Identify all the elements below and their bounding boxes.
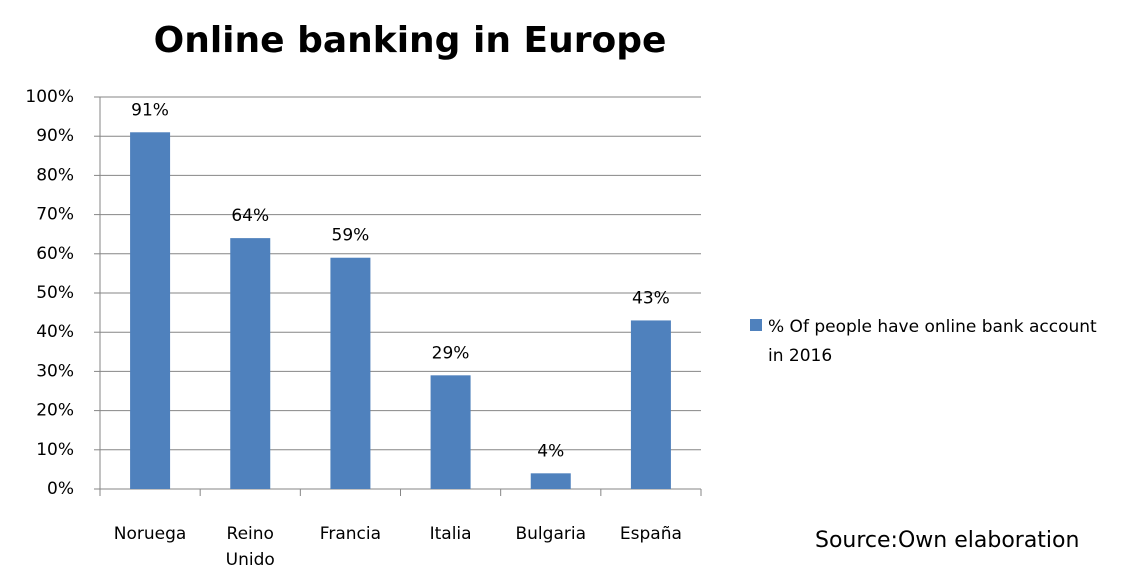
x-tick-label: Reino Unido <box>225 524 275 570</box>
data-label: 43% <box>632 288 670 308</box>
legend-swatch <box>750 319 762 331</box>
legend-label: % Of people have online bank account in … <box>768 317 1097 366</box>
y-tick-label: 40% <box>36 322 74 342</box>
y-tick-label: 70% <box>36 205 74 225</box>
bar <box>130 132 171 489</box>
x-tick-label: Italia <box>429 524 472 544</box>
x-tick-label: Noruega <box>113 524 187 544</box>
x-tick-label: Bulgaria <box>515 524 587 544</box>
y-tick-label: 30% <box>36 361 74 381</box>
y-tick-label: 100% <box>25 87 74 107</box>
data-label: 59% <box>332 226 370 246</box>
data-label: 91% <box>131 100 169 120</box>
bar <box>530 473 571 489</box>
chart-title: Online banking in Europe <box>154 20 667 61</box>
bar <box>430 375 471 489</box>
y-tick-label: 10% <box>36 440 74 460</box>
bar <box>330 257 371 489</box>
data-label: 29% <box>432 343 470 363</box>
x-tick-label: Francia <box>319 524 382 544</box>
data-label: 4% <box>537 441 564 461</box>
data-label: 64% <box>231 206 269 226</box>
y-tick-label: 90% <box>36 126 74 146</box>
y-tick-label: 20% <box>36 401 74 421</box>
y-tick-label: 60% <box>36 244 74 264</box>
y-tick-label: 50% <box>36 283 74 303</box>
y-tick-label: 80% <box>36 165 74 185</box>
bar <box>630 320 671 489</box>
bar <box>230 238 271 489</box>
y-tick-label: 0% <box>47 479 74 499</box>
source-note: Source:Own elaboration <box>815 528 1080 553</box>
x-tick-label: España <box>619 524 682 544</box>
